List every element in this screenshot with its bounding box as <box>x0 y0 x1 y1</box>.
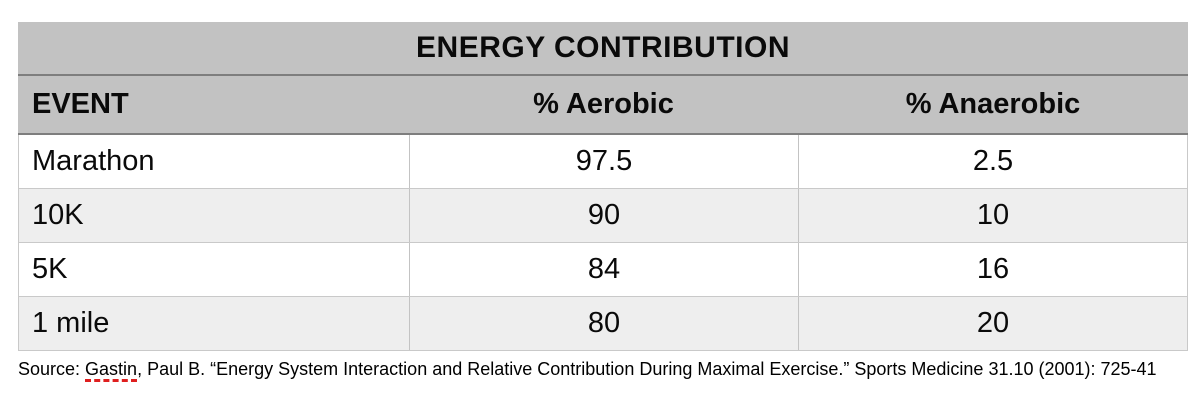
source-prefix: Source: <box>18 359 86 379</box>
table-body: Marathon 97.5 2.5 10K 90 10 5K 84 16 1 m… <box>18 135 1188 351</box>
cell-anaerobic: 20 <box>798 297 1187 350</box>
table-title: ENERGY CONTRIBUTION <box>416 31 790 64</box>
cell-event: 10K <box>32 199 84 231</box>
cell-aerobic: 90 <box>409 189 798 242</box>
column-header-anaerobic: % Anaerobic <box>905 88 1081 120</box>
cell-anaerobic: 16 <box>798 243 1187 296</box>
cell-anaerobic: 10 <box>798 189 1187 242</box>
source-citation: Source: Gastin, Paul B. “Energy System I… <box>18 359 1157 380</box>
column-header-event: EVENT <box>32 88 129 120</box>
cell-event: 5K <box>32 253 68 285</box>
cell-aerobic: 80 <box>409 297 798 350</box>
misspelled-word: Gastin <box>85 359 138 379</box>
cell-aerobic: 84 <box>409 243 798 296</box>
cell-anaerobic: 2.5 <box>798 135 1187 188</box>
cell-event: 1 mile <box>32 307 110 339</box>
table-row-marathon: Marathon 97.5 2.5 <box>19 135 1187 189</box>
table-row-5k: 5K 84 16 <box>19 243 1187 297</box>
table-title-band: ENERGY CONTRIBUTION <box>18 22 1188 76</box>
table-header-row: EVENT % Aerobic % Anaerobic <box>18 76 1188 135</box>
table-row-1mile: 1 mile 80 20 <box>19 297 1187 351</box>
cell-aerobic: 97.5 <box>409 135 798 188</box>
table-row-10k: 10K 90 10 <box>19 189 1187 243</box>
column-header-aerobic: % Aerobic <box>533 88 674 120</box>
source-citation-text: , Paul B. “Energy System Interaction and… <box>137 359 1157 379</box>
cell-event: Marathon <box>32 145 155 177</box>
energy-contribution-table: ENERGY CONTRIBUTION EVENT % Aerobic % An… <box>18 22 1188 351</box>
